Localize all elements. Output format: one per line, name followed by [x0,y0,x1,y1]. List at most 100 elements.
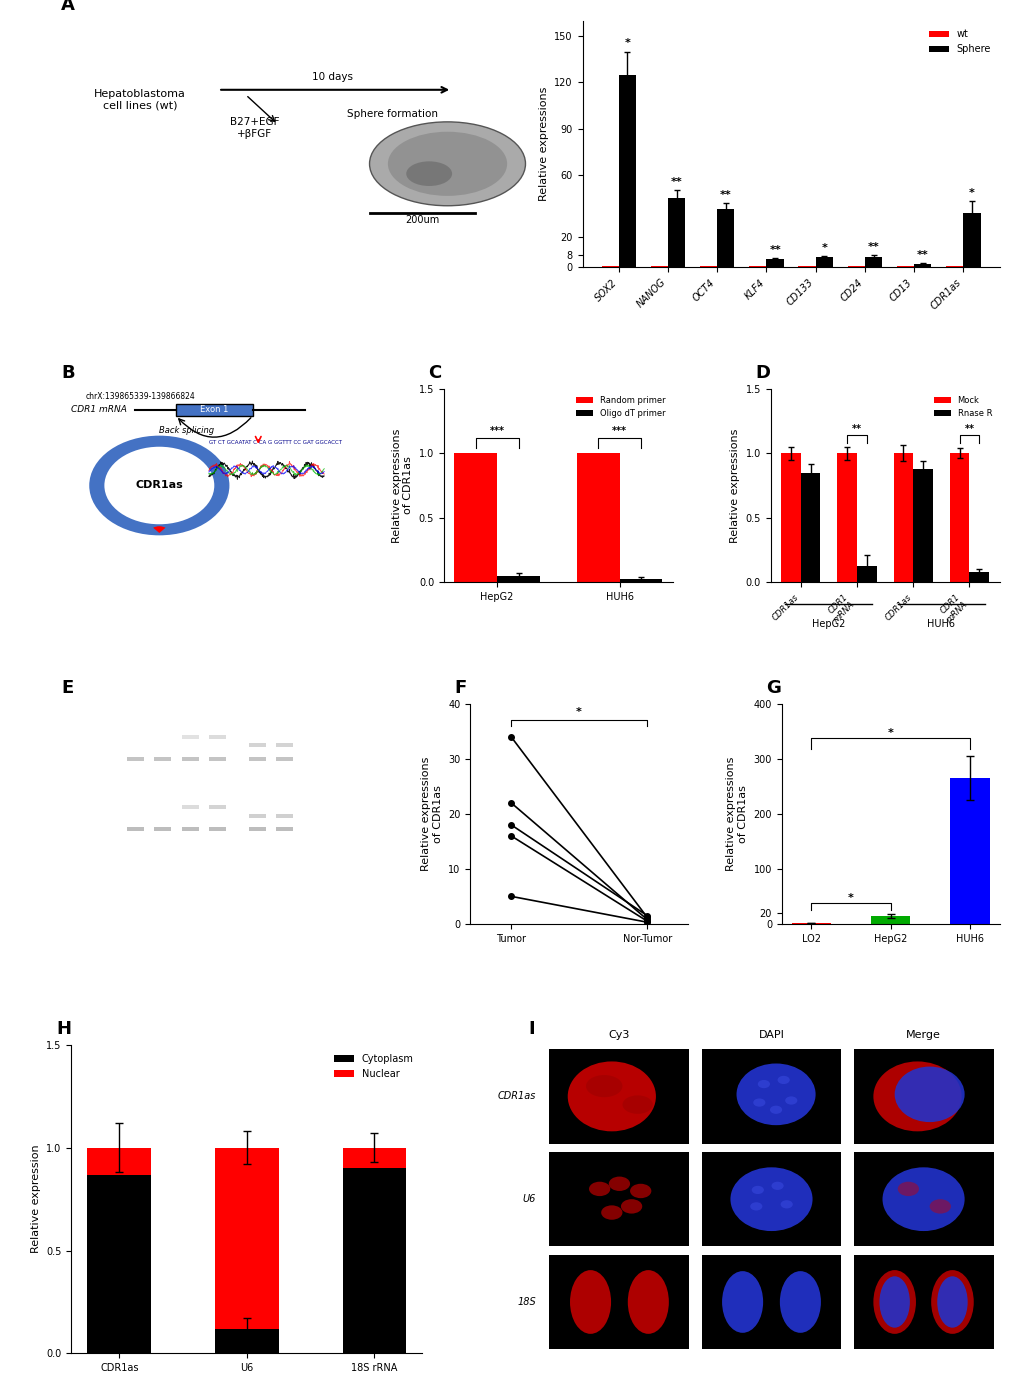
Circle shape [600,1206,622,1219]
Text: ***: *** [611,427,627,436]
Bar [701,1152,841,1247]
Text: **: ** [851,424,861,434]
Bar [496,576,539,583]
Bar [893,453,912,583]
Bar [912,468,932,583]
Bar [181,757,199,761]
Bar [864,257,881,268]
Circle shape [751,1186,763,1195]
Text: ◄►: ◄► [157,766,168,772]
Text: F: F [454,678,467,696]
Bar [276,813,292,818]
Text: ◄►: ◄► [279,837,290,844]
Bar [209,757,226,761]
Text: B: B [61,363,74,381]
Text: marker: marker [97,710,119,715]
Ellipse shape [780,1271,820,1333]
Ellipse shape [570,1271,610,1334]
Text: G: G [765,678,781,696]
Bar [896,267,913,268]
Text: *: * [624,39,630,48]
Circle shape [387,131,506,196]
Legend: Mock, Rnase R: Mock, Rnase R [930,392,995,421]
Text: ◄►: ◄► [212,837,223,844]
Text: HUH6: HUH6 [926,619,955,628]
Bar [276,757,292,761]
Text: 250: 250 [90,798,100,802]
Text: **: ** [964,424,973,434]
FancyBboxPatch shape [175,405,253,416]
Bar [856,566,875,583]
Circle shape [749,1203,761,1211]
Text: cDNA: cDNA [209,710,226,715]
Circle shape [776,1076,789,1084]
Bar [781,453,800,583]
Circle shape [630,1184,651,1199]
Text: **: ** [719,189,731,200]
Text: *: * [576,707,582,717]
Circle shape [757,1080,769,1088]
Text: 250: 250 [90,728,100,732]
Bar [181,805,199,809]
Bar [815,257,833,268]
Bar [800,472,819,583]
Text: I: I [528,1021,534,1039]
Bar [946,267,963,268]
Text: GAPDH: GAPDH [261,773,280,779]
Bar [342,1148,406,1168]
Bar [342,1168,406,1353]
Text: CDR1 mRNA: CDR1 mRNA [71,406,127,414]
Bar [549,1152,689,1247]
Bar [576,453,619,583]
Ellipse shape [936,1276,967,1327]
Text: gDNA: gDNA [249,782,266,786]
Bar [181,827,199,831]
Text: gDNA: gDNA [126,782,145,786]
Text: cDNA: cDNA [276,782,293,786]
Text: 100: 100 [90,813,100,819]
Text: CDR1as: CDR1as [497,1091,535,1102]
Text: gDNA: gDNA [154,782,171,786]
Text: 10 days: 10 days [312,72,353,81]
Bar [549,1255,689,1349]
Y-axis label: Relative expressions: Relative expressions [538,87,548,202]
Circle shape [588,1182,609,1196]
Bar [276,743,292,747]
Bar [154,757,171,761]
Bar [701,1050,841,1143]
Text: ◄►: ◄► [252,766,263,772]
Bar [667,197,685,268]
Legend: Random primer, Oligo dT primer: Random primer, Oligo dT primer [573,392,668,421]
Bar [453,453,496,583]
Bar [650,267,667,268]
Text: 100: 100 [90,743,100,749]
Text: cDNA: cDNA [276,710,293,715]
Bar [949,778,988,924]
Text: ◄►: ◄► [252,837,263,844]
Bar [798,267,815,268]
Bar [276,827,292,831]
Ellipse shape [872,1062,961,1131]
Bar [209,805,226,809]
Text: ◄►: ◄► [184,837,196,844]
Bar [963,214,979,268]
Text: H: H [56,1021,71,1039]
Ellipse shape [878,1276,909,1327]
Text: ◄►: ◄► [130,837,141,844]
Bar [870,916,910,924]
Bar [215,1148,278,1329]
Bar [215,1329,278,1353]
Text: ***: *** [489,427,504,436]
Circle shape [621,1199,642,1214]
Text: Merge: Merge [905,1030,941,1040]
Circle shape [406,162,451,186]
Bar [853,1152,993,1247]
Circle shape [897,1182,918,1196]
Bar [88,1148,151,1174]
Text: Exon 1: Exon 1 [200,406,228,414]
Bar [249,827,266,831]
Y-axis label: Relative expressions
of CDR1as: Relative expressions of CDR1as [391,428,413,543]
Text: cDNA: cDNA [181,782,199,786]
Text: A: A [61,0,75,14]
Bar [127,827,144,831]
